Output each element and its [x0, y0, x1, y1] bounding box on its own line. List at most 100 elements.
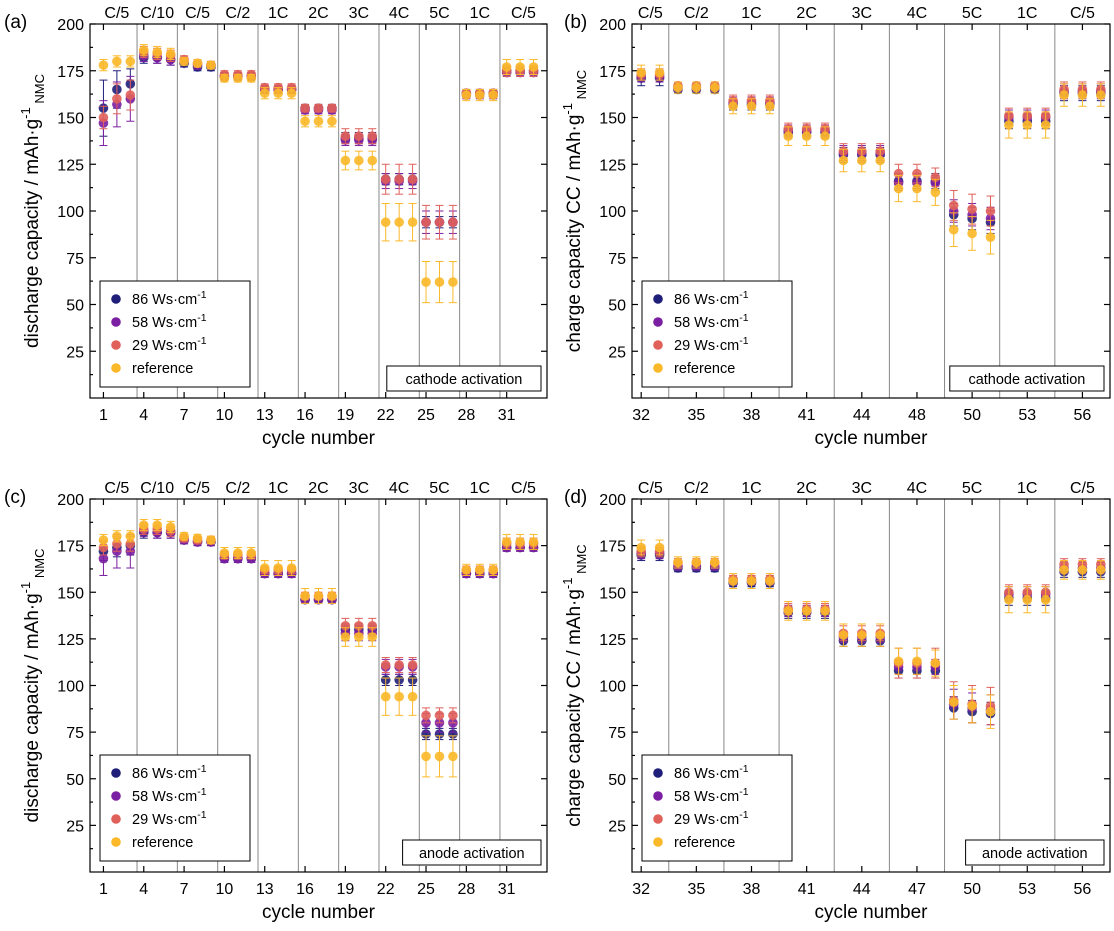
c-rate-label: C/10 — [140, 5, 174, 22]
c-rate-label: 4C — [389, 480, 409, 497]
y-tick-label: 200 — [57, 492, 84, 509]
series-58 — [636, 70, 1106, 231]
annotation-box — [386, 365, 542, 392]
series-reference — [636, 64, 1106, 255]
data-point — [1004, 594, 1014, 605]
c-rate-label: 5C — [962, 5, 982, 22]
data-point — [448, 710, 458, 721]
legend-entry: 29 Ws·cm-1 — [132, 809, 207, 828]
data-point — [300, 103, 310, 113]
x-tick-label: 10 — [216, 407, 234, 424]
data-point — [985, 706, 996, 717]
c-rate-label: 4C — [907, 5, 927, 22]
data-point — [327, 116, 337, 127]
data-point — [112, 94, 122, 104]
panel-label: (c) — [4, 487, 26, 508]
y-tick-label: 175 — [599, 64, 626, 81]
data-point — [930, 172, 941, 183]
data-point — [801, 131, 812, 141]
data-point — [448, 277, 458, 287]
annotation-box — [402, 839, 542, 866]
c-rate-label: C/5 — [185, 5, 210, 22]
data-point — [434, 277, 445, 287]
c-rate-label: C/10 — [140, 480, 174, 497]
data-point — [112, 531, 122, 542]
data-point — [691, 82, 702, 93]
data-point — [340, 621, 351, 631]
data-point — [746, 576, 757, 586]
y-axis-title: discharge capacity / mAh·g-1 NMC — [18, 549, 47, 823]
legend-marker — [653, 837, 663, 847]
series-86 — [636, 548, 1106, 726]
y-tick-label: 50 — [608, 298, 626, 315]
data-point — [501, 62, 512, 72]
legend-entry: reference — [674, 835, 735, 851]
legend-entry: 86 Ws·cm-1 — [674, 763, 749, 782]
y-tick-label: 75 — [66, 251, 84, 268]
y-tick-label: 100 — [57, 204, 84, 221]
data-point — [380, 691, 391, 702]
legend-marker — [653, 814, 663, 824]
x-tick-label: 10 — [216, 881, 234, 898]
c-rate-label: 1C — [1017, 480, 1037, 497]
data-point — [407, 217, 418, 228]
data-point — [246, 73, 257, 84]
data-point — [461, 565, 472, 575]
c-rate-label: 1C — [470, 5, 490, 22]
data-point — [125, 531, 136, 542]
data-point — [1059, 565, 1069, 575]
x-tick-label: 7 — [180, 881, 189, 898]
legend-marker — [111, 814, 121, 824]
c-rate-label: 1C — [741, 5, 761, 22]
x-tick-label: 31 — [498, 881, 516, 898]
data-point — [300, 116, 310, 127]
data-point — [367, 632, 378, 642]
data-point — [407, 174, 418, 185]
x-tick-label: 38 — [743, 407, 761, 424]
annotation-label: anode activation — [419, 846, 525, 862]
data-point — [1096, 90, 1106, 100]
data-point — [765, 101, 775, 112]
data-point — [259, 563, 270, 573]
series-29 — [636, 545, 1106, 726]
x-tick-label: 53 — [1018, 407, 1036, 424]
x-tick-label: 13 — [256, 881, 274, 898]
data-point — [820, 131, 830, 141]
data-point — [691, 557, 702, 568]
data-point — [912, 168, 922, 179]
y-tick-label: 100 — [599, 204, 626, 221]
y-tick-label: 200 — [599, 17, 626, 34]
data-point — [434, 729, 445, 739]
x-tick-label: 4 — [139, 881, 148, 898]
data-point — [407, 691, 418, 702]
legend-entry: 29 Ws·cm-1 — [674, 809, 749, 828]
c-rate-label: 4C — [907, 480, 927, 497]
y-tick-label: 75 — [608, 251, 626, 268]
data-point — [421, 710, 431, 721]
data-point — [857, 630, 867, 640]
data-point — [930, 187, 941, 198]
data-point — [112, 538, 122, 549]
data-point — [488, 565, 499, 575]
series-29 — [98, 522, 539, 724]
legend-entry: reference — [132, 361, 193, 377]
legend-entry: 58 Ws·cm-1 — [132, 786, 207, 805]
data-point — [125, 56, 136, 67]
panel-c: C/5 C/10 C/5 C/2 1C 2C 3C 4C 5C 1C C/5255075100125… — [4, 480, 548, 923]
annotation-box — [965, 839, 1105, 866]
data-point — [192, 58, 203, 69]
panel-b: C/5 C/2 1C 2C 3C 4C 5C 1C C/5 25 50 75 100 125 150 175 2… — [560, 5, 1111, 449]
data-point — [165, 49, 176, 59]
data-point — [340, 632, 351, 642]
series-58 — [636, 546, 1106, 726]
c-rate-label: C/5 — [511, 480, 536, 497]
data-point — [528, 537, 539, 547]
data-point — [394, 660, 404, 670]
x-tick-label: 44 — [853, 881, 871, 898]
data-point — [912, 183, 922, 194]
c-rate-label: 1C — [741, 480, 761, 497]
data-point — [354, 621, 364, 631]
data-point — [1022, 120, 1033, 130]
legend-marker — [111, 768, 121, 778]
x-tick-label: 13 — [256, 407, 274, 424]
